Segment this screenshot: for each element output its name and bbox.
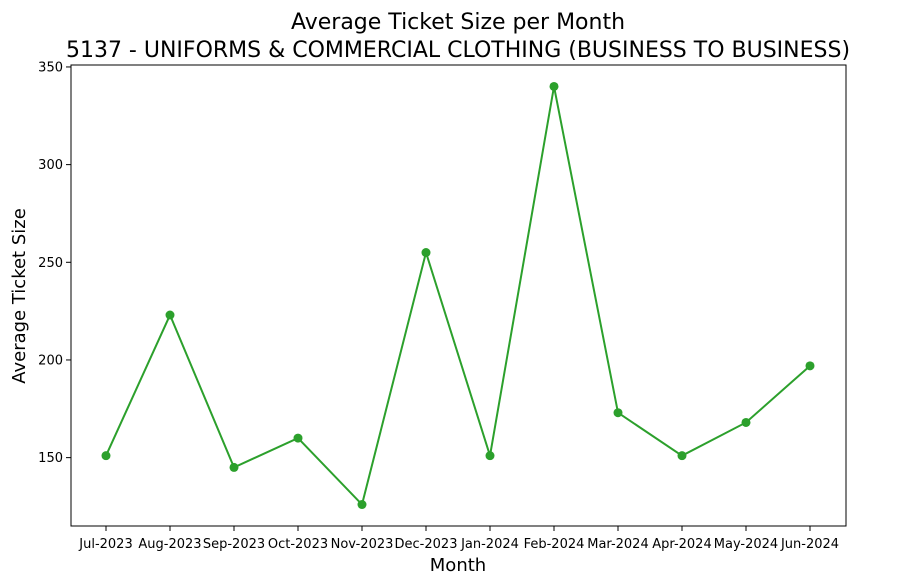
y-tick-label: 300 [38,158,63,173]
y-axis-label: Average Ticket Size [9,208,30,384]
y-tick-label: 150 [38,451,63,466]
data-point [101,451,111,461]
x-tick-label: Feb-2024 [524,537,585,552]
x-tick-label: Jun-2024 [780,537,839,552]
series-line [105,86,811,507]
y-tick-label: 250 [38,256,63,271]
x-tick-label: Jul-2023 [78,537,132,552]
plot-area [70,64,847,527]
x-tick-label: Apr-2024 [652,537,711,552]
chart-title: Average Ticket Size per Month [291,10,625,35]
data-point [677,451,687,461]
plot-frame [70,64,847,527]
y-tick-label: 200 [38,353,63,368]
chart-subtitle: 5137 - UNIFORMS & COMMERCIAL CLOTHING (B… [66,38,850,63]
data-point [485,451,495,461]
y-axis: 150 200 250 300 350 [38,60,71,466]
y-tick-label: 350 [38,60,63,75]
x-tick-label: Aug-2023 [138,537,201,552]
x-tick-label: Mar-2024 [587,537,648,552]
data-point [805,361,815,371]
data-point [741,417,751,427]
x-tick-label: Dec-2023 [395,537,458,552]
data-point [229,462,239,472]
x-axis-label: Month [430,555,486,576]
x-tick-label: Nov-2023 [331,537,394,552]
x-tick-label: Jan-2024 [460,537,519,552]
data-point [613,408,623,418]
data-point [165,310,175,320]
x-tick-label: Sep-2023 [203,537,265,552]
x-tick-label: Oct-2023 [268,537,328,552]
x-tick-label: May-2024 [714,537,778,552]
data-point [357,500,367,510]
data-point [293,433,303,443]
x-axis: Jul-2023 Aug-2023 Sep-2023 Oct-2023 Nov-2023… [78,526,839,552]
data-point [549,81,559,91]
series-group [101,81,815,510]
data-point [421,248,431,258]
